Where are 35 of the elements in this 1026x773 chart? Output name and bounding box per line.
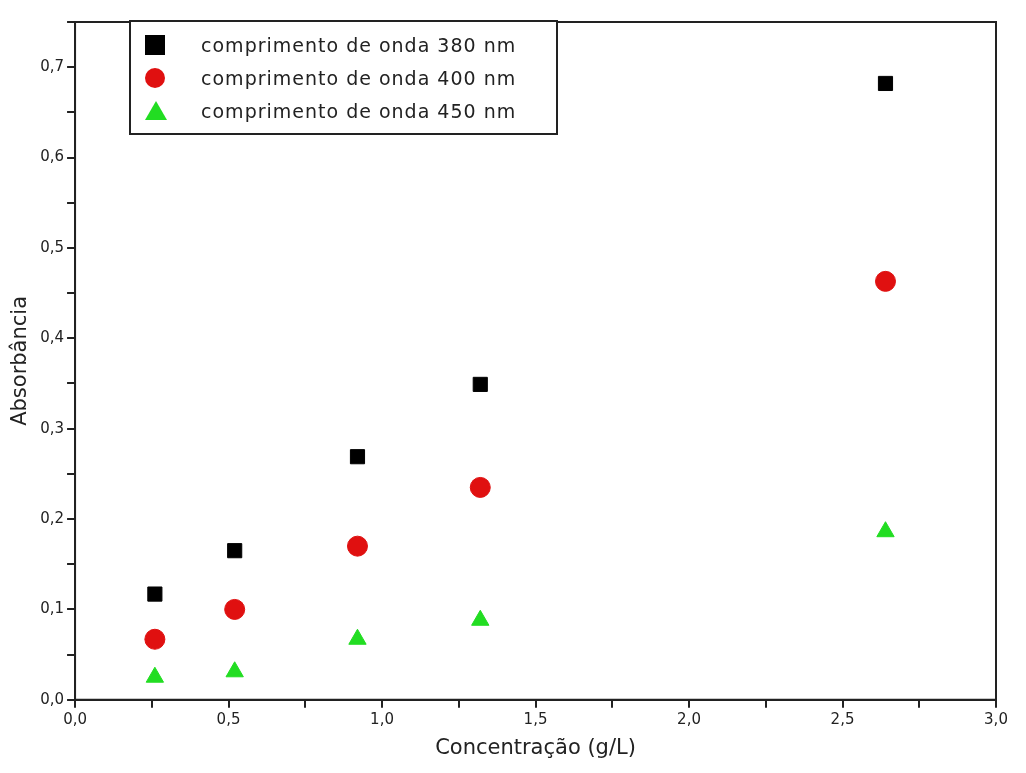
- point: [227, 543, 243, 559]
- legend-label: comprimento de onda 380 nm: [201, 33, 517, 56]
- x-tick-label: 1,5: [523, 709, 548, 728]
- legend-label: comprimento de onda 450 nm: [201, 99, 517, 122]
- y-axis-title: Absorbância: [7, 295, 32, 426]
- x-tick-label: 2,0: [677, 709, 701, 728]
- point: [471, 609, 490, 626]
- legend-label: comprimento de onda 400 nm: [201, 66, 517, 89]
- y-tick-label: 0,7: [40, 57, 65, 76]
- point: [224, 598, 246, 620]
- point: [144, 628, 166, 650]
- point: [145, 666, 165, 683]
- x-tick-label: 0,5: [216, 709, 241, 728]
- x-tick-label: 2,5: [830, 709, 855, 728]
- x-tick-label: 1,0: [370, 709, 394, 728]
- y-tick-label: 0,1: [40, 599, 65, 618]
- x-tick-label: 3,0: [984, 709, 1008, 728]
- x-tick-label: 0,0: [63, 709, 87, 728]
- y-tick-label: 0,2: [40, 508, 65, 527]
- point: [469, 476, 491, 498]
- point: [876, 521, 895, 538]
- point: [348, 628, 367, 645]
- point: [877, 75, 894, 92]
- point: [874, 270, 896, 292]
- y-tick-label: 0,4: [40, 328, 65, 347]
- point: [349, 449, 366, 465]
- y-tick-label: 0,6: [40, 147, 65, 166]
- point: [346, 535, 368, 557]
- point: [472, 376, 488, 392]
- point: [147, 586, 163, 602]
- y-tick-label: 0,3: [40, 418, 65, 437]
- x-axis-title: Concentração (g/L): [435, 734, 636, 759]
- y-tick-label: 0,0: [40, 689, 65, 708]
- y-tick-label: 0,5: [40, 237, 65, 256]
- point: [225, 661, 244, 678]
